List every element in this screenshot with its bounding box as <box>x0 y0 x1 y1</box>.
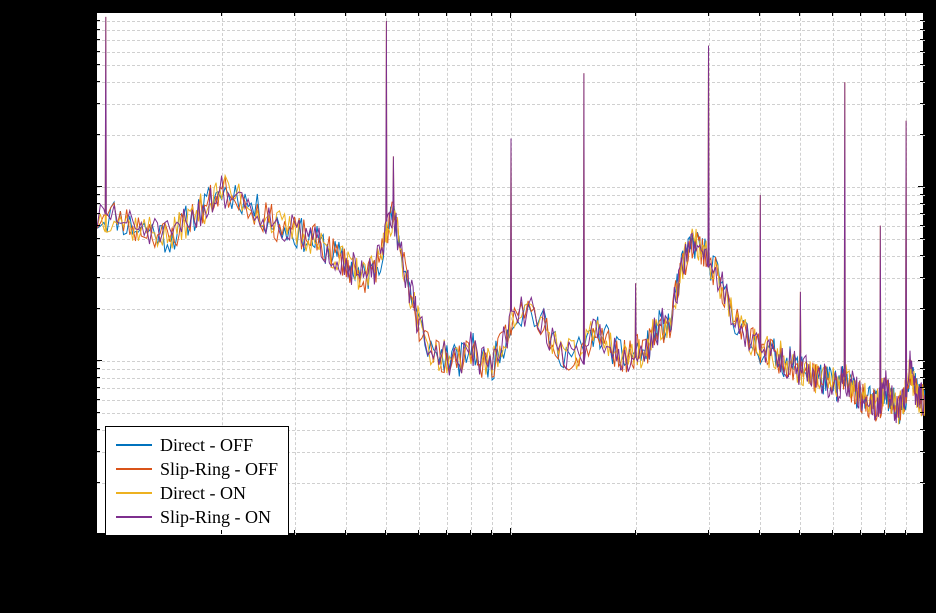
legend-swatch <box>116 492 152 494</box>
legend-item: Slip-Ring - OFF <box>116 457 278 481</box>
legend-swatch <box>116 516 152 518</box>
legend-swatch <box>116 468 152 470</box>
chart-legend: Direct - OFF Slip-Ring - OFF Direct - ON Sl… <box>105 426 289 536</box>
legend-label: Direct - ON <box>160 483 246 504</box>
legend-label: Slip-Ring - OFF <box>160 459 278 480</box>
legend-item: Direct - ON <box>116 481 278 505</box>
legend-swatch <box>116 444 152 446</box>
legend-item: Direct - OFF <box>116 433 278 457</box>
series-slipring-on <box>97 17 925 423</box>
legend-label: Direct - OFF <box>160 435 253 456</box>
legend-item: Slip-Ring - ON <box>116 505 278 529</box>
legend-label: Slip-Ring - ON <box>160 507 271 528</box>
